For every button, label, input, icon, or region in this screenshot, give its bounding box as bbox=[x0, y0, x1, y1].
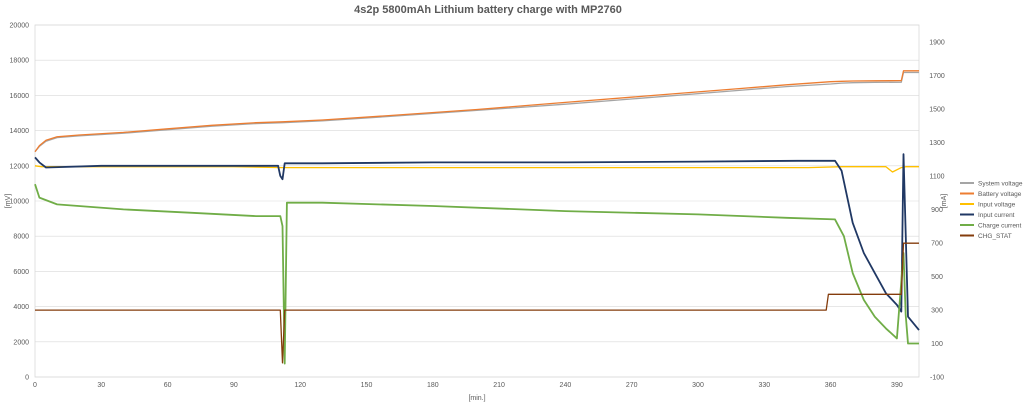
legend-label: Input voltage bbox=[978, 201, 1016, 208]
y-left-tick-label: 14000 bbox=[10, 128, 30, 135]
y-left-tick-label: 6000 bbox=[13, 269, 29, 276]
x-tick-label: 240 bbox=[560, 382, 572, 389]
legend-label: Charge current bbox=[978, 222, 1022, 229]
series-line-battery-voltage bbox=[34, 70, 919, 153]
x-tick-label: 390 bbox=[891, 382, 903, 389]
legend-item: CHG_STAT bbox=[960, 233, 1012, 240]
plot-area-border bbox=[34, 24, 920, 378]
y-right-tick-label: 1300 bbox=[929, 140, 945, 147]
legend-item: Input voltage bbox=[960, 201, 1016, 208]
y-right-tick-label: 100 bbox=[931, 341, 943, 348]
y-left-tick-label: 2000 bbox=[13, 339, 29, 346]
legend-label: Battery voltage bbox=[978, 191, 1022, 198]
legend-item: Battery voltage bbox=[960, 191, 1022, 198]
x-tick-label: 330 bbox=[758, 382, 770, 389]
series-line-system-voltage bbox=[34, 71, 919, 153]
y-right-tick-label: 1100 bbox=[929, 173, 944, 180]
y-left-tick-label: 4000 bbox=[13, 304, 29, 311]
series-line-input-voltage bbox=[34, 165, 919, 173]
series-line-input-current bbox=[34, 153, 920, 331]
legend-item: Input current bbox=[960, 212, 1015, 219]
x-tick-label: 120 bbox=[294, 382, 306, 389]
y-right-tick-label: 1900 bbox=[929, 39, 945, 46]
legend-item: Charge current bbox=[960, 222, 1022, 229]
x-tick-label: 210 bbox=[493, 382, 505, 389]
x-tick-label: 90 bbox=[230, 382, 238, 389]
x-axis-label: [min.] bbox=[468, 395, 485, 402]
y-left-tick-label: 8000 bbox=[13, 234, 29, 241]
series-line-chg-stat bbox=[35, 242, 919, 364]
x-tick-label: 360 bbox=[825, 382, 837, 389]
y-left-tick-label: 10000 bbox=[10, 199, 30, 206]
y-left-tick-label: 18000 bbox=[10, 58, 30, 65]
x-tick-label: 60 bbox=[164, 382, 172, 389]
legend: System voltage Battery voltage Input volta… bbox=[960, 180, 1023, 240]
legend-label: CHG_STAT bbox=[978, 233, 1012, 240]
y-left-tick-label: 16000 bbox=[10, 93, 30, 100]
legend-label: Input current bbox=[978, 212, 1015, 219]
series-line-charge-current bbox=[34, 183, 919, 365]
y-axis-right-label: [mA] bbox=[941, 194, 948, 208]
y-left-tick-label: 20000 bbox=[10, 23, 30, 30]
x-tick-label: 300 bbox=[692, 382, 704, 389]
y-right-tick-label: 1700 bbox=[929, 73, 945, 80]
grid-lines bbox=[35, 24, 919, 378]
y-right-tick-label: 1500 bbox=[929, 106, 945, 113]
y-right-tick-label: 300 bbox=[931, 307, 943, 314]
chart-title: 4s2p 5800mAh Lithium battery charge with… bbox=[354, 4, 622, 16]
x-tick-label: 0 bbox=[33, 382, 37, 389]
legend-label: System voltage bbox=[978, 180, 1023, 187]
series-layer bbox=[34, 70, 920, 365]
y-right-tick-label: 900 bbox=[931, 207, 943, 214]
y-right-tick-label: -100 bbox=[930, 375, 944, 382]
x-tick-label: 270 bbox=[626, 382, 638, 389]
tick-labels: 0 2000 4000 6000 8000 10000 12000 14000 16000 180… bbox=[10, 23, 945, 390]
x-tick-label: 180 bbox=[427, 382, 439, 389]
x-tick-label: 30 bbox=[97, 382, 105, 389]
legend-item: System voltage bbox=[960, 180, 1023, 187]
x-tick-label: 150 bbox=[361, 382, 373, 389]
y-right-tick-label: 500 bbox=[931, 274, 943, 281]
y-left-tick-label: 0 bbox=[25, 375, 29, 382]
y-left-tick-label: 12000 bbox=[10, 163, 30, 170]
y-right-tick-label: 700 bbox=[931, 240, 943, 247]
y-axis-left-label: [mV] bbox=[5, 194, 12, 208]
